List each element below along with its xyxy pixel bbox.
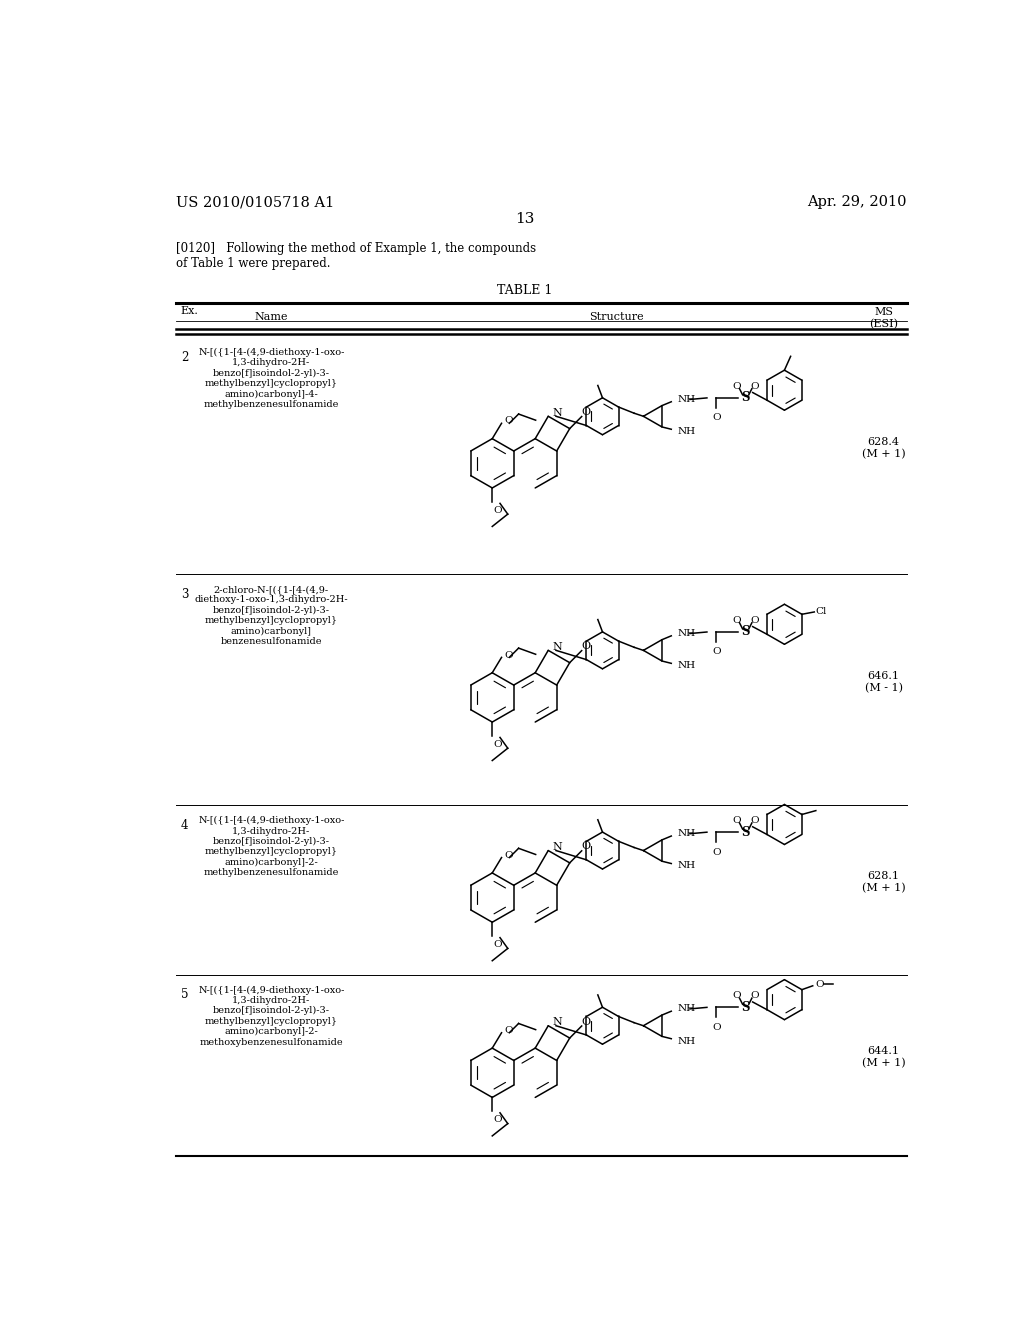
Text: 628.1
(M + 1): 628.1 (M + 1) xyxy=(862,871,905,894)
Text: NH: NH xyxy=(678,862,695,870)
Text: O: O xyxy=(494,506,503,515)
Text: O: O xyxy=(751,616,759,624)
Text: O: O xyxy=(505,851,513,859)
Text: TABLE 1: TABLE 1 xyxy=(497,284,553,297)
Text: NH: NH xyxy=(678,630,695,638)
Text: 4: 4 xyxy=(180,818,188,832)
Text: O: O xyxy=(505,651,513,660)
Text: Cl: Cl xyxy=(816,607,827,616)
Text: NH: NH xyxy=(678,661,695,671)
Text: S: S xyxy=(741,626,750,639)
Text: NH: NH xyxy=(678,829,695,838)
Text: O: O xyxy=(712,647,721,656)
Text: Structure: Structure xyxy=(589,313,643,322)
Text: [0120]   Following the method of Example 1, the compounds
of Table 1 were prepar: [0120] Following the method of Example 1… xyxy=(176,242,537,269)
Text: S: S xyxy=(741,1001,750,1014)
Text: O: O xyxy=(816,979,824,989)
Text: 646.1
(M - 1): 646.1 (M - 1) xyxy=(864,671,902,693)
Text: N: N xyxy=(553,842,562,853)
Text: US 2010/0105718 A1: US 2010/0105718 A1 xyxy=(176,195,334,210)
Text: O: O xyxy=(712,413,721,422)
Text: NH: NH xyxy=(678,1036,695,1045)
Text: O: O xyxy=(494,1115,503,1125)
Polygon shape xyxy=(643,1015,662,1036)
Text: MS
(ESI): MS (ESI) xyxy=(869,308,898,329)
Text: O: O xyxy=(582,407,591,417)
Text: O: O xyxy=(494,739,503,748)
Text: 2-chloro-N-[({1-[4-(4,9-
diethoxy-1-oxo-1,3-dihydro-2H-
benzo[f]isoindol-2-yl)-3: 2-chloro-N-[({1-[4-(4,9- diethoxy-1-oxo-… xyxy=(195,585,348,647)
Text: NH: NH xyxy=(678,1005,695,1014)
Text: 3: 3 xyxy=(180,589,188,601)
Text: O: O xyxy=(751,816,759,825)
Text: O: O xyxy=(732,381,740,391)
Polygon shape xyxy=(643,405,662,426)
Text: O: O xyxy=(582,642,591,651)
Text: 5: 5 xyxy=(180,989,188,1002)
Text: O: O xyxy=(712,847,721,857)
Text: O: O xyxy=(505,417,513,425)
Text: Name: Name xyxy=(255,313,288,322)
Text: 13: 13 xyxy=(515,213,535,226)
Text: O: O xyxy=(732,816,740,825)
Polygon shape xyxy=(643,840,662,861)
Text: O: O xyxy=(494,940,503,949)
Text: N-[({1-[4-(4,9-diethoxy-1-oxo-
1,3-dihydro-2H-
benzo[f]isoindol-2-yl)-3-
methylb: N-[({1-[4-(4,9-diethoxy-1-oxo- 1,3-dihyd… xyxy=(199,985,344,1047)
Text: S: S xyxy=(741,392,750,404)
Text: N: N xyxy=(553,642,562,652)
Text: O: O xyxy=(732,616,740,624)
Text: S: S xyxy=(741,826,750,838)
Text: Ex.: Ex. xyxy=(180,306,198,317)
Text: O: O xyxy=(732,991,740,1001)
Text: O: O xyxy=(712,1023,721,1032)
Text: 2: 2 xyxy=(180,351,188,364)
Text: 628.4
(M + 1): 628.4 (M + 1) xyxy=(862,437,905,459)
Text: O: O xyxy=(582,841,591,851)
Text: O: O xyxy=(505,1026,513,1035)
Text: O: O xyxy=(751,381,759,391)
Polygon shape xyxy=(643,640,662,661)
Text: 644.1
(M + 1): 644.1 (M + 1) xyxy=(862,1047,905,1068)
Text: N: N xyxy=(553,408,562,418)
Text: N-[({1-[4-(4,9-diethoxy-1-oxo-
1,3-dihydro-2H-
benzo[f]isoindol-2-yl)-3-
methylb: N-[({1-[4-(4,9-diethoxy-1-oxo- 1,3-dihyd… xyxy=(199,348,344,409)
Text: N: N xyxy=(553,1018,562,1027)
Text: N-[({1-[4-(4,9-diethoxy-1-oxo-
1,3-dihydro-2H-
benzo[f]isoindol-2-yl)-3-
methylb: N-[({1-[4-(4,9-diethoxy-1-oxo- 1,3-dihyd… xyxy=(199,816,344,878)
Text: NH: NH xyxy=(678,395,695,404)
Text: Apr. 29, 2010: Apr. 29, 2010 xyxy=(807,195,907,210)
Text: O: O xyxy=(751,991,759,1001)
Text: NH: NH xyxy=(678,428,695,436)
Text: O: O xyxy=(582,1016,591,1027)
